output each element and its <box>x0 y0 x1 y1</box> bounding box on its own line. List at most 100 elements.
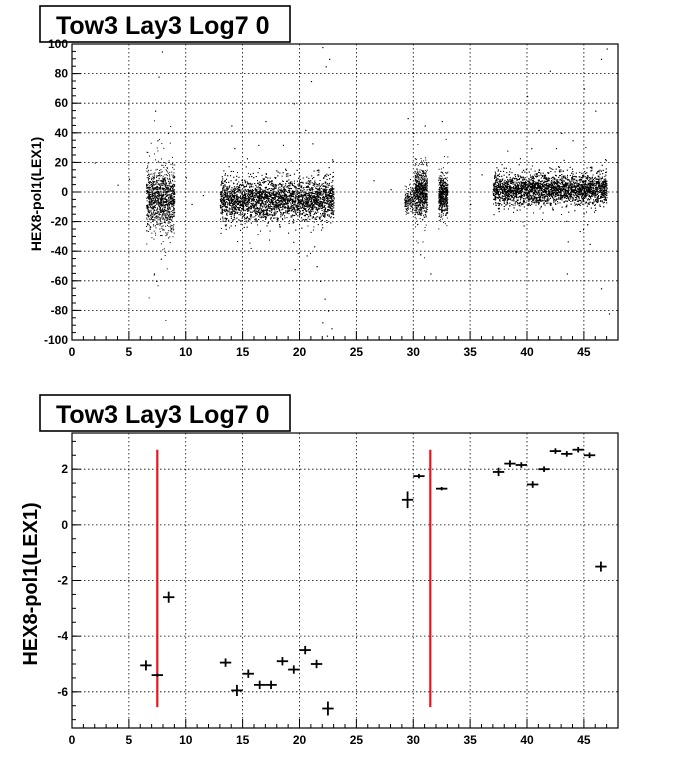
top-scatter-point <box>246 193 247 194</box>
top-scatter-point <box>170 217 171 218</box>
top-scatter-point <box>277 175 278 176</box>
top-scatter-point <box>325 175 326 176</box>
top-scatter-point <box>226 229 227 230</box>
top-scatter-point <box>291 217 292 218</box>
top-scatter-point <box>167 225 168 226</box>
top-scatter-point <box>154 192 155 193</box>
top-scatter-point <box>222 204 223 205</box>
top-scatter-point <box>285 169 286 170</box>
top-scatter-point <box>237 203 238 204</box>
top-scatter-point <box>248 197 249 198</box>
top-scatter-point <box>170 189 171 190</box>
top-scatter-point <box>174 209 175 210</box>
top-scatter-point <box>233 200 234 201</box>
top-scatter-point <box>166 184 167 185</box>
top-scatter-point <box>302 210 303 211</box>
top-scatter-point <box>242 182 243 183</box>
top-scatter-point <box>168 133 169 134</box>
top-scatter-point <box>248 199 249 200</box>
top-scatter-point <box>169 236 170 237</box>
top-scatter-point <box>251 201 252 202</box>
top-scatter-point <box>153 193 154 194</box>
top-scatter-point <box>161 217 162 218</box>
top-scatter-point <box>149 156 150 157</box>
top-scatter-point <box>172 190 173 191</box>
top-scatter-point <box>150 207 151 208</box>
top-scatter-point <box>166 210 167 211</box>
top-scatter-point <box>167 212 168 213</box>
top-scatter-point <box>248 173 249 174</box>
top-scatter-point <box>229 203 230 204</box>
top-scatter-point <box>229 227 230 228</box>
top-scatter-point <box>262 210 263 211</box>
top-scatter-point <box>281 207 282 208</box>
top-scatter-point <box>163 191 164 192</box>
top-scatter-point <box>311 232 312 233</box>
top-scatter-point <box>171 214 172 215</box>
top-scatter-point <box>292 216 293 217</box>
top-scatter-point <box>163 189 164 190</box>
top-scatter-point <box>261 208 262 209</box>
top-scatter-point <box>151 199 152 200</box>
top-scatter-point <box>284 186 285 187</box>
top-scatter-point <box>250 184 251 185</box>
top-scatter-point <box>153 208 154 209</box>
top-scatter-point <box>149 229 150 230</box>
top-scatter-point <box>272 207 273 208</box>
top-scatter-point <box>161 223 162 224</box>
top-scatter-point <box>315 207 316 208</box>
top-scatter-point <box>266 211 267 212</box>
top-scatter-point <box>170 227 171 228</box>
top-scatter-point <box>313 211 314 212</box>
top-scatter-point <box>169 174 170 175</box>
top-scatter-point <box>314 181 315 182</box>
top-scatter-point <box>165 163 166 164</box>
top-scatter-point <box>170 198 171 199</box>
top-scatter-point <box>329 205 330 206</box>
top-scatter-point <box>149 218 150 219</box>
top-scatter-point <box>324 207 325 208</box>
top-scatter-point <box>318 172 319 173</box>
top-scatter-point <box>167 218 168 219</box>
top-scatter-point <box>163 183 164 184</box>
top-scatter-point <box>307 226 308 227</box>
top-scatter-point <box>284 215 285 216</box>
top-scatter-point <box>154 120 155 121</box>
top-scatter-point <box>146 193 147 194</box>
top-scatter-point <box>250 206 251 207</box>
top-scatter-point <box>306 197 307 198</box>
top-scatter-point <box>255 203 256 204</box>
top-scatter-point <box>158 223 159 224</box>
top-scatter-point <box>155 233 156 234</box>
top-scatter-point <box>283 189 284 190</box>
top-scatter-point <box>149 189 150 190</box>
top-scatter-point <box>172 203 173 204</box>
top-scatter-point <box>247 208 248 209</box>
top-scatter-point <box>147 185 148 186</box>
top-scatter-point <box>158 198 159 199</box>
top-scatter-point <box>304 200 305 201</box>
top-scatter-point <box>236 191 237 192</box>
top-scatter-point <box>149 176 150 177</box>
top-scatter-point <box>161 200 162 201</box>
top-scatter-point <box>162 185 163 186</box>
top-scatter-point <box>159 219 160 220</box>
top-scatter-point <box>158 161 159 162</box>
top-scatter-point <box>165 165 166 166</box>
top-scatter-point <box>148 211 149 212</box>
top-scatter-point <box>313 185 314 186</box>
top-scatter-point <box>226 179 227 180</box>
top-scatter-point <box>153 173 154 174</box>
top-scatter-point <box>283 187 284 188</box>
top-scatter-point <box>149 190 150 191</box>
top-scatter-point <box>225 226 226 227</box>
top-scatter-point <box>315 219 316 220</box>
top-scatter-point <box>167 204 168 205</box>
top-scatter-point <box>298 219 299 220</box>
top-scatter-point <box>255 215 256 216</box>
top-scatter-point <box>234 215 235 216</box>
top-scatter-point <box>150 215 151 216</box>
top-scatter-point <box>151 189 152 190</box>
top-scatter-point <box>170 126 171 127</box>
top-scatter-point <box>322 208 323 209</box>
